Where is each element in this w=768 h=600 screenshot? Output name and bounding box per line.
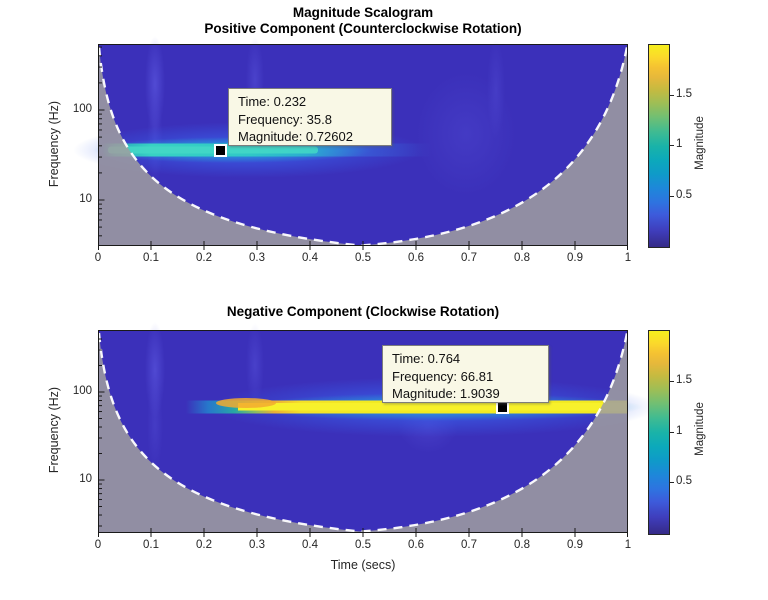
axes-box bbox=[98, 44, 628, 246]
x-tick-label: 0.6 bbox=[408, 539, 424, 551]
x-tick-label: 1 bbox=[624, 539, 632, 551]
colorbar-tick-label: 1.5 bbox=[676, 373, 692, 386]
colorbar-label-negative: Magnitude bbox=[694, 402, 706, 456]
datatip-frequency: Frequency: 66.81 bbox=[392, 368, 494, 384]
x-tick-label: 0.8 bbox=[514, 539, 530, 551]
datatip-time: Time: 0.764 bbox=[392, 351, 461, 366]
cone-of-influence-shading bbox=[98, 47, 628, 246]
datatip-negative[interactable]: Time: 0.764 Frequency: 66.81 Magnitude: … bbox=[382, 345, 549, 403]
y-tick-label: 10 bbox=[79, 193, 92, 205]
x-tick-label: 0.3 bbox=[249, 252, 265, 264]
colorbar-tick-label: 1 bbox=[676, 424, 683, 437]
colorbar-positive bbox=[648, 44, 670, 248]
subplot2-title: Negative Component (Clockwise Rotation) bbox=[226, 304, 500, 319]
cone-of-influence-boundary bbox=[97, 332, 629, 533]
x-tick-label: 0.1 bbox=[143, 252, 159, 264]
x-tick-label: 0.1 bbox=[143, 539, 159, 551]
colorbar-tick-label: 0.5 bbox=[676, 475, 692, 488]
subplot1-title: Positive Component (Counterclockwise Rot… bbox=[204, 21, 522, 36]
datatip-frequency: Frequency: 35.8 bbox=[238, 111, 332, 127]
datatip-magnitude: Magnitude: 1.9039 bbox=[392, 386, 500, 401]
colorbar-tick-label: 0.5 bbox=[676, 188, 692, 201]
cone-of-influence-boundary bbox=[97, 46, 629, 247]
cone-of-influence-shading bbox=[98, 333, 628, 533]
y-tick-label: 100 bbox=[72, 103, 92, 115]
colorbar-tick-label: 1 bbox=[676, 138, 683, 150]
y-tick-label: 10 bbox=[79, 473, 92, 485]
colorbar-negative bbox=[648, 330, 670, 535]
x-tick-label: 0.7 bbox=[461, 252, 477, 264]
colorbar-tick bbox=[670, 145, 674, 146]
x-tick-label: 0.9 bbox=[567, 539, 583, 551]
x-tick-label: 0.9 bbox=[567, 252, 583, 264]
figure-title: Magnitude Scalogram bbox=[292, 5, 434, 20]
datatip-time: Time: 0.232 bbox=[238, 94, 307, 109]
x-tick-label: 0.4 bbox=[302, 539, 318, 551]
x-tick-label: 0.5 bbox=[355, 539, 371, 551]
datatip-magnitude: Magnitude: 0.72602 bbox=[238, 129, 353, 144]
colorbar-tick bbox=[670, 195, 674, 197]
datatip-marker-positive[interactable] bbox=[214, 143, 228, 157]
colorbar-tick bbox=[670, 482, 674, 484]
datatip-positive[interactable]: Time: 0.232 Frequency: 35.8 Magnitude: 0… bbox=[228, 88, 392, 146]
x-tick-label: 0 bbox=[94, 252, 102, 264]
colorbar-tick bbox=[670, 431, 674, 433]
x-tick-label: 0.2 bbox=[196, 252, 212, 264]
colorbar-tick-label: 1.5 bbox=[676, 87, 692, 100]
x-axis-label: Time (secs) bbox=[330, 558, 396, 572]
colorbar-tick bbox=[670, 380, 674, 382]
x-tick-label: 0.5 bbox=[355, 252, 371, 264]
x-tick-label: 0.7 bbox=[461, 539, 477, 551]
x-tick-label: 0.2 bbox=[196, 539, 212, 551]
x-tick-label: 0 bbox=[94, 539, 102, 551]
y-tick-label: 100 bbox=[72, 385, 92, 397]
colorbar-label-positive: Magnitude bbox=[694, 116, 706, 170]
x-tick-label: 0.6 bbox=[408, 252, 424, 264]
x-tick-label: 0.8 bbox=[514, 252, 530, 264]
x-tick-label: 1 bbox=[624, 252, 632, 264]
x-tick-label: 0.3 bbox=[249, 539, 265, 551]
x-tick-label: 0.4 bbox=[302, 252, 318, 264]
axes-box bbox=[98, 330, 628, 533]
y-axis-label-top: Frequency (Hz) bbox=[47, 100, 61, 188]
colorbar-tick bbox=[670, 94, 674, 96]
